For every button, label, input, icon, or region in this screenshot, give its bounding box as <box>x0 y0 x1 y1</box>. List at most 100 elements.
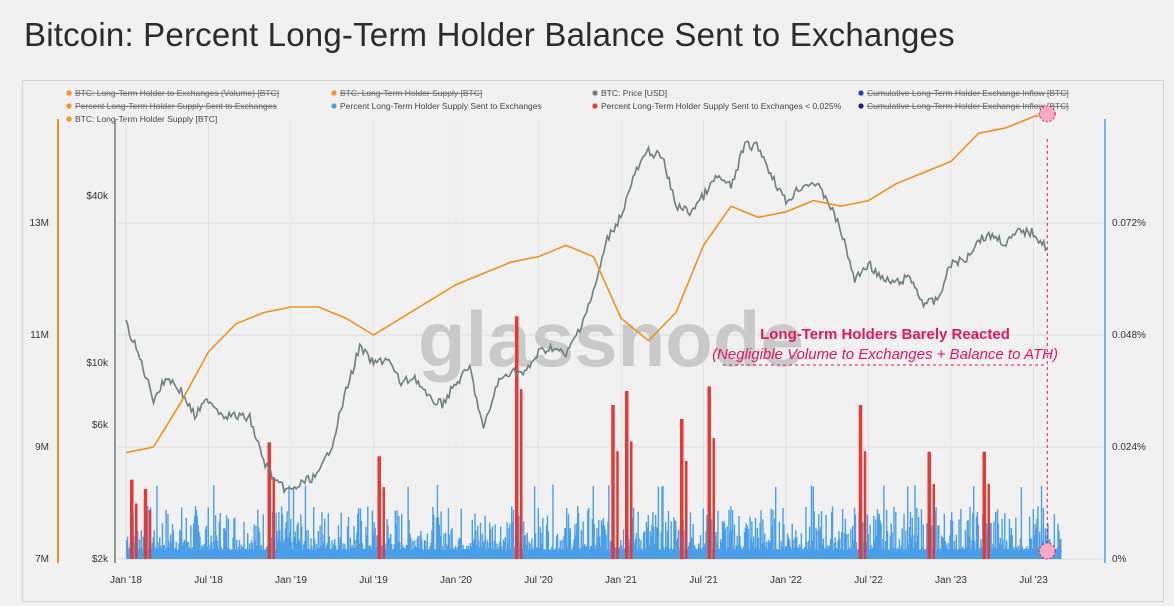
percent-bar <box>128 547 131 559</box>
legend-item: Cumulative Long-Term Holder Exchange Inf… <box>867 88 1069 98</box>
percent-bar <box>487 542 489 559</box>
percent-bar <box>958 519 960 559</box>
percent-bar <box>484 515 486 559</box>
percent-bar <box>865 542 868 559</box>
percent-bar <box>485 549 487 559</box>
percent-bar <box>911 517 913 559</box>
percent-bar <box>590 546 593 559</box>
percent-bar <box>287 537 289 559</box>
percent-bar <box>656 527 659 559</box>
percent-bar <box>526 532 528 559</box>
percent-bar <box>466 545 468 559</box>
percent-bar <box>451 527 453 559</box>
percent-bar <box>894 547 896 559</box>
percent-bar <box>342 543 344 559</box>
percent-bar <box>973 541 976 559</box>
percent-bar <box>736 535 738 559</box>
percent-bar <box>990 522 992 559</box>
percent-bar <box>164 549 166 559</box>
percent-bar <box>814 549 816 559</box>
volume-low-marker <box>1038 542 1056 560</box>
percent-bar <box>754 517 757 559</box>
percent-bar <box>954 548 957 559</box>
percent-bar <box>562 549 564 559</box>
x-tick-label: Jan '20 <box>440 575 472 586</box>
percent-bar <box>992 544 994 559</box>
percent-bar <box>1012 549 1014 559</box>
percent-bar <box>741 548 743 559</box>
percent-bar <box>270 537 273 559</box>
price-line <box>125 140 1048 495</box>
percent-bar <box>478 541 480 559</box>
percent-bar <box>893 506 895 559</box>
percent-bar <box>506 522 508 559</box>
percent-bar <box>789 546 792 559</box>
percent-bar <box>1014 548 1016 559</box>
percent-bar <box>537 508 539 559</box>
percent-bar <box>320 546 322 559</box>
percent-bar <box>251 542 253 559</box>
y-tick-label-price: $10k <box>86 358 109 369</box>
percent-bar <box>684 549 686 559</box>
percent-bar <box>1042 508 1045 559</box>
percent-bar <box>1017 545 1020 559</box>
percent-bar <box>241 547 243 559</box>
percent-bar <box>181 545 184 559</box>
legend-item: Percent Long-Term Holder Supply Sent to … <box>601 101 842 111</box>
percent-bar <box>558 547 561 559</box>
percent-bar <box>672 549 674 559</box>
percent-bar <box>225 530 227 559</box>
percent-bar <box>654 514 657 559</box>
percent-bar <box>523 535 526 559</box>
percent-bar <box>874 540 876 559</box>
percent-bar <box>258 527 260 559</box>
percent-bar <box>141 548 143 559</box>
percent-bar <box>744 527 747 559</box>
legend-item: BTC: Long-Term Holder Supply [BTC] <box>75 114 217 124</box>
percent-bar <box>229 549 231 559</box>
percent-bar <box>313 507 315 559</box>
percent-bar <box>662 485 664 559</box>
percent-bar <box>794 537 796 559</box>
percent-bar <box>674 520 676 559</box>
percent-bar <box>549 549 551 559</box>
percent-bar <box>734 549 737 559</box>
percent-bar <box>851 549 853 559</box>
percent-bar <box>450 529 452 559</box>
percent-bar <box>434 549 437 559</box>
percent-bar <box>501 549 504 559</box>
percent-bar <box>993 521 995 559</box>
percent-bar <box>721 520 724 559</box>
percent-bar <box>1055 549 1057 559</box>
percent-bar <box>773 549 775 559</box>
percent-bar <box>1009 534 1012 559</box>
percent-bar <box>618 548 620 559</box>
percent-bar <box>319 525 321 559</box>
percent-bar <box>185 517 187 559</box>
percent-bar <box>841 531 843 559</box>
percent-bar <box>1013 546 1015 559</box>
percent-bar <box>358 544 361 559</box>
legend-marker <box>592 103 598 109</box>
percent-low-bar <box>987 483 990 559</box>
percent-bar <box>210 535 212 559</box>
percent-bar <box>691 538 693 559</box>
percent-bar <box>887 549 890 559</box>
percent-bar <box>418 548 420 559</box>
percent-bar <box>169 547 171 559</box>
percent-bar <box>494 524 496 559</box>
percent-bar <box>369 545 372 559</box>
percent-bar <box>908 526 911 559</box>
percent-bar <box>574 524 576 559</box>
percent-bar <box>715 532 717 559</box>
percent-bar <box>688 542 691 559</box>
percent-bar <box>824 549 826 559</box>
percent-bar <box>424 541 427 559</box>
percent-bar <box>426 533 429 559</box>
percent-bar <box>217 549 220 559</box>
percent-bar <box>568 530 571 559</box>
percent-bar <box>675 520 677 559</box>
percent-low-bar <box>143 489 148 559</box>
percent-low-bar <box>630 441 633 559</box>
percent-bar <box>926 523 928 559</box>
